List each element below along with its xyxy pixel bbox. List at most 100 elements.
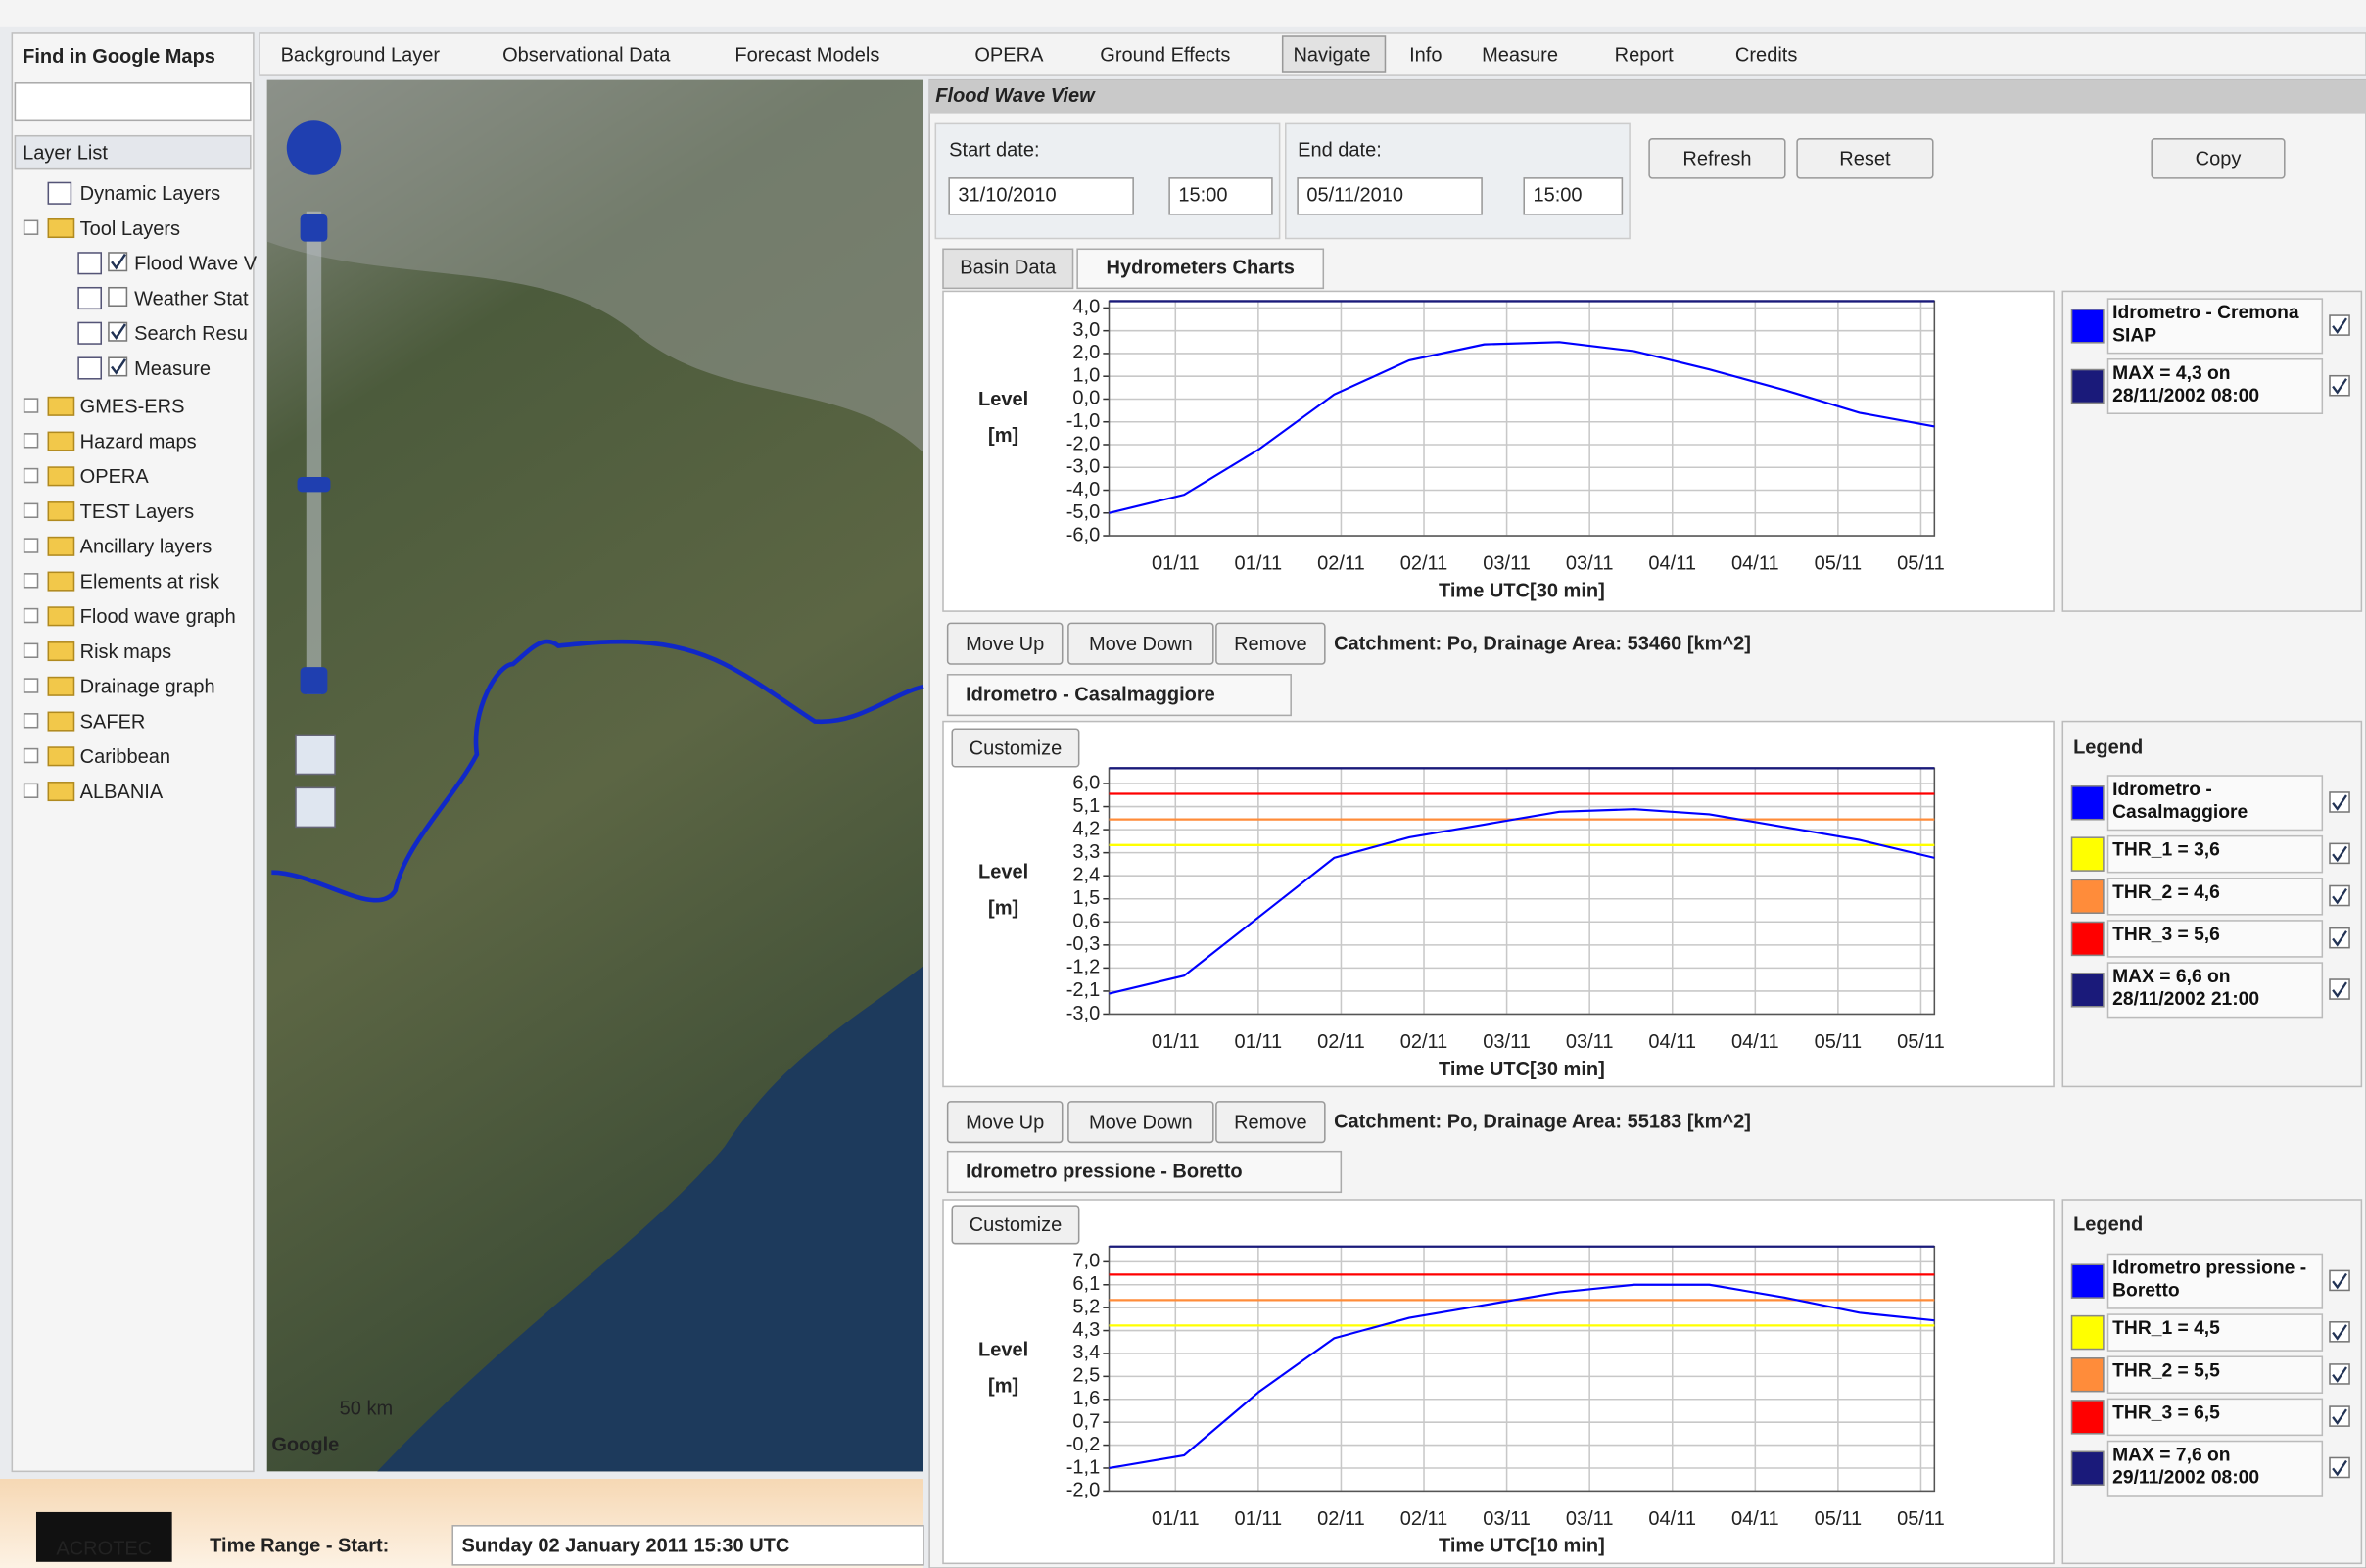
map-scale: 50 km — [340, 1398, 394, 1419]
legend-title: Legend — [2073, 1213, 2143, 1235]
layer-label: Tool Layers — [80, 218, 180, 240]
legend-entry: THR_1 = 4,5 — [2112, 1317, 2324, 1340]
tree-expander[interactable] — [24, 220, 38, 234]
y-tick-label: -3,0 — [1066, 1003, 1101, 1024]
folder-icon — [48, 572, 73, 590]
legend-entry: THR_3 = 6,5 — [2112, 1402, 2324, 1424]
legend-entry: MAX = 6,6 on 28/11/2002 21:00 — [2112, 966, 2324, 1011]
legend-checkbox[interactable] — [2330, 792, 2349, 812]
legend-checkbox[interactable] — [2330, 1270, 2349, 1290]
chart-button-label: Move Down — [1089, 1112, 1193, 1133]
chart-button-label: Move Up — [966, 634, 1044, 655]
end-label: End date: — [1298, 139, 1382, 161]
legend-checkbox[interactable] — [2330, 928, 2349, 948]
legend-entry-box: MAX = 4,3 on 28/11/2002 08:00 — [2112, 362, 2324, 416]
date-value: 15:00 — [1533, 185, 1582, 207]
tree-expander[interactable] — [24, 749, 38, 763]
tree-expander[interactable] — [24, 503, 38, 517]
legend-checkbox[interactable] — [2330, 843, 2349, 863]
y-tick-label: -0,3 — [1066, 933, 1101, 955]
panel-button-label: Refresh — [1682, 149, 1751, 170]
layer-label: Flood Wave V — [134, 254, 258, 275]
x-tick-label: 05/11 — [1897, 553, 1945, 575]
legend-entry-box: Idrometro pressione - Boretto — [2112, 1258, 2324, 1311]
y-tick-label: -2,0 — [1066, 433, 1101, 454]
panel-titlebar — [929, 80, 2366, 114]
legend-checkbox[interactable] — [2330, 1457, 2349, 1477]
layer-label: Risk maps — [80, 641, 171, 663]
legend-swatch — [2072, 974, 2104, 1007]
legend-entry: Idrometro - Casalmaggiore — [2112, 779, 2324, 824]
folder-icon — [48, 432, 73, 450]
layer-checkbox[interactable] — [109, 288, 126, 306]
y-tick-label: 3,4 — [1072, 1342, 1100, 1363]
y-axis-label: Level — [978, 1339, 1028, 1360]
search-input[interactable] — [15, 83, 250, 121]
y-tick-label: 3,3 — [1072, 841, 1100, 863]
y-axis-label: [m] — [988, 425, 1018, 447]
legend-checkbox[interactable] — [2330, 376, 2349, 396]
folder-icon — [48, 467, 73, 485]
y-tick-label: -0,2 — [1066, 1434, 1101, 1455]
tree-expander[interactable] — [24, 469, 38, 483]
layer-label: ALBANIA — [80, 782, 164, 803]
tree-expander[interactable] — [24, 714, 38, 728]
tree-expander[interactable] — [24, 609, 38, 623]
toolbar-item: Navigate — [1293, 44, 1370, 66]
date-value: 31/10/2010 — [958, 185, 1056, 207]
tree-expander[interactable] — [24, 434, 38, 448]
y-tick-label: -4,0 — [1066, 479, 1101, 500]
toolbar-item: Info — [1409, 44, 1442, 66]
y-tick-label: -2,1 — [1066, 979, 1101, 1001]
legend-entry: Idrometro pressione - Boretto — [2112, 1258, 2324, 1303]
tree-expander[interactable] — [24, 784, 38, 797]
legend-swatch — [2072, 786, 2104, 820]
layer-icon — [78, 253, 101, 274]
legend-checkbox[interactable] — [2330, 315, 2349, 335]
x-tick-label: 05/11 — [1815, 553, 1863, 575]
legend-checkbox[interactable] — [2330, 886, 2349, 906]
tree-expander[interactable] — [24, 574, 38, 588]
legend-swatch — [2072, 1401, 2104, 1434]
x-tick-label: 05/11 — [1897, 1508, 1945, 1530]
layer-icon — [78, 322, 101, 344]
layer-label: Hazard maps — [80, 431, 197, 452]
tree-expander[interactable] — [24, 643, 38, 657]
y-tick-label: 4,2 — [1072, 818, 1100, 839]
y-tick-label: 2,4 — [1072, 864, 1100, 885]
x-tick-label: 04/11 — [1648, 553, 1696, 575]
customize-button-label: Customize — [970, 737, 1063, 759]
layer-label: Flood wave graph — [80, 606, 236, 628]
legend-checkbox[interactable] — [2330, 1406, 2349, 1426]
tree-expander[interactable] — [24, 679, 38, 692]
layer-label: Drainage graph — [80, 677, 215, 698]
legend-checkbox[interactable] — [2330, 1322, 2349, 1342]
tab-label: Basin Data — [960, 258, 1057, 279]
x-tick-label: 02/11 — [1400, 1508, 1448, 1530]
layer-label: GMES-ERS — [80, 397, 185, 418]
layer-label: SAFER — [80, 711, 146, 733]
y-tick-label: 4,0 — [1072, 297, 1100, 318]
y-tick-label: 5,2 — [1072, 1296, 1100, 1317]
tree-expander[interactable] — [24, 399, 38, 412]
y-tick-label: -1,2 — [1066, 957, 1101, 978]
x-tick-label: 04/11 — [1731, 1031, 1779, 1053]
legend-entry: THR_2 = 5,5 — [2112, 1359, 2324, 1382]
toolbar-item: Credits — [1735, 44, 1797, 66]
x-tick-label: 05/11 — [1897, 1031, 1945, 1053]
y-tick-label: 3,0 — [1072, 319, 1100, 341]
catchment: Catchment: Po, Drainage Area: 55183 [km^… — [1334, 1112, 1751, 1133]
toolbar-item: Ground Effects — [1100, 44, 1230, 66]
folder-icon — [48, 538, 73, 555]
legend-checkbox[interactable] — [2330, 979, 2349, 999]
layer-label: Search Resu — [134, 323, 248, 345]
panel-title: Flood Wave View — [935, 85, 1096, 107]
toolbar-item: OPERA — [974, 44, 1044, 66]
tree-expander[interactable] — [24, 539, 38, 552]
toolbar-item: Report — [1615, 44, 1675, 66]
x-tick-label: 03/11 — [1566, 553, 1614, 575]
page: { "toolbar": {"items": ["Background Laye… — [0, 0, 2366, 1568]
y-tick-label: 0,7 — [1072, 1410, 1100, 1432]
x-tick-label: 02/11 — [1317, 1508, 1365, 1530]
legend-checkbox[interactable] — [2330, 1364, 2349, 1384]
